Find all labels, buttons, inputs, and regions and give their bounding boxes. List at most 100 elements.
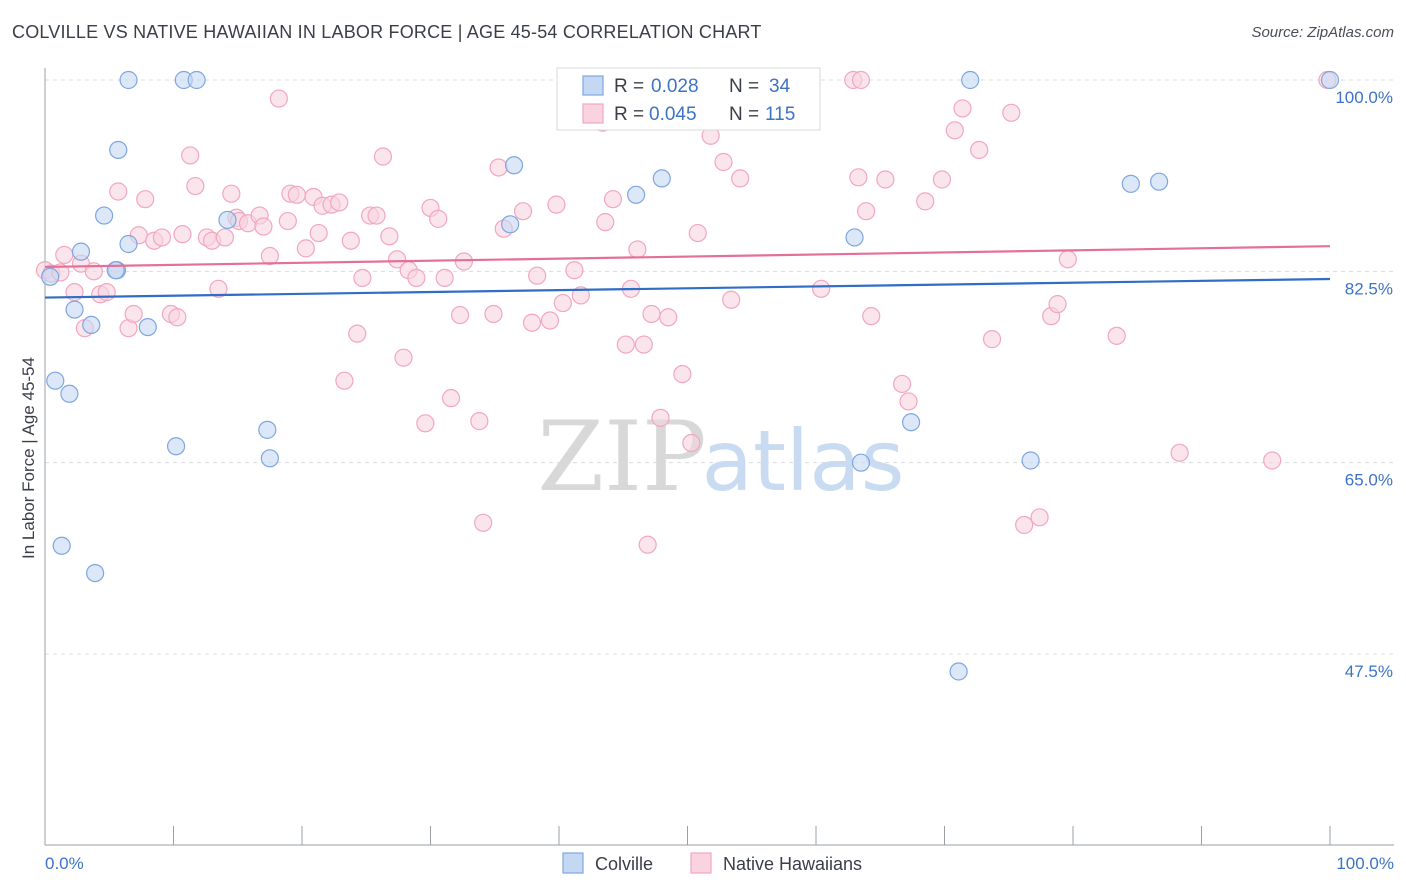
native-hawaiians-point-100 [812,279,831,298]
native-hawaiians-point-3 [55,245,74,265]
native-hawaiians-point-45 [348,324,367,343]
native-hawaiians-point-81 [616,335,635,354]
native-hawaiians-point-67 [513,202,533,221]
colville-point-25 [1121,174,1140,193]
bottom-legend-label-colville: Colville [595,854,653,874]
native-hawaiians-point-88 [659,308,678,327]
legend-n-value-0: 34 [769,76,791,97]
native-hawaiians-point-20 [181,146,200,165]
native-hawaiians-point-89 [673,365,692,384]
native-hawaiians-point-33 [269,89,288,108]
native-hawaiians-point-112 [953,99,972,118]
colville-point-33 [106,261,125,280]
y-tick-label-0: 100.0% [1335,88,1393,107]
colville-point-24 [652,169,671,188]
native-hawaiians-point-79 [596,213,615,232]
native-hawaiians-point-12 [124,304,143,324]
colville-point-22 [504,156,524,175]
legend-r-value-1: 0.045 [649,104,697,125]
native-hawaiians-point-96 [722,290,741,309]
native-hawaiians-point-108 [899,392,918,411]
colville-point-23 [626,185,646,204]
native-hawaiians-point-36 [287,185,306,204]
chart-source: Source: ZipAtlas.com [1251,24,1394,41]
native-hawaiians-point-24 [209,279,228,298]
watermark-zip: ZIP [537,401,706,513]
y-tick-labels: 100.0% 82.5% 65.0% 47.5% [1335,88,1393,681]
colville-point-17 [52,536,71,555]
native-hawaiians-point-117 [1030,508,1049,527]
native-hawaiians-point-68 [522,313,542,332]
bottom-legend-label-native-hawaiians: Native Hawaiians [723,854,862,874]
native-hawaiians-trend-line [44,245,1331,269]
colville-point-6 [119,234,138,254]
series-legend: Colville Native Hawaiians [562,852,862,874]
native-hawaiians-point-90 [682,433,701,453]
colville-point-7 [71,242,91,261]
native-hawaiians-point-50 [380,227,399,246]
native-hawaiians-point-119 [1048,295,1067,314]
native-hawaiians-point-63 [474,513,493,532]
colville-point-20 [1320,70,1340,90]
native-hawaiians-point-122 [1170,443,1189,462]
native-hawaiians-point-42 [330,193,349,212]
native-hawaiians-point-62 [470,412,489,431]
colville-point-1 [119,70,138,90]
native-hawaiians-point-121 [1107,326,1126,345]
native-hawaiians-point-107 [892,374,912,394]
native-hawaiians-point-69 [528,266,547,285]
native-hawaiians-point-52 [394,348,413,367]
colville-point-13 [60,384,79,403]
native-hawaiians-point-86 [642,304,661,324]
colville-point-11 [138,317,157,337]
legend-r-label-0: R = [614,76,644,97]
chart-title: COLVILLE VS NATIVE HAWAIIAN IN LABOR FOR… [12,22,762,42]
colville-point-31 [949,662,968,681]
native-hawaiians-point-57 [429,209,448,228]
bottom-legend-swatch-colville [562,852,584,874]
native-hawaiians-point-64 [484,304,503,324]
legend-n-label-0: N = [729,76,759,97]
colville-point-28 [851,453,871,472]
native-hawaiians-point-65 [489,158,508,177]
native-hawaiians-point-48 [367,206,386,225]
colville-point-30 [1021,451,1040,470]
colville-point-0 [41,267,60,286]
native-hawaiians-point-32 [260,246,279,266]
x-tick-label-100: 100.0% [1336,854,1394,873]
colville-point-3 [187,70,206,90]
native-hawaiians-point-102 [851,70,871,90]
colville-point-32 [218,210,237,230]
colville-point-9 [65,300,84,319]
native-hawaiians-point-114 [982,330,1002,349]
colville-point-21 [501,215,520,234]
native-hawaiians-point-104 [857,202,876,221]
native-hawaiians-point-39 [309,223,328,243]
native-hawaiians-point-58 [435,268,454,287]
native-hawaiians-point-87 [651,408,670,427]
native-hawaiians-point-110 [932,170,952,189]
native-hawaiians-point-72 [553,293,572,313]
legend-swatch-native-hawaiians [582,103,604,124]
native-hawaiians-point-71 [547,195,566,214]
native-hawaiians-point-19 [173,225,192,244]
native-hawaiians-point-44 [341,231,360,250]
native-hawaiians-point-95 [714,152,733,172]
native-hawaiians-point-25 [215,228,234,247]
trend-layer [44,245,1331,299]
native-hawaiians-point-103 [849,168,868,187]
legend-r-value-0: 0.028 [651,76,699,97]
colville-point-26 [1149,172,1169,191]
colville-point-16 [260,449,279,468]
legend-r-label-1: R = [614,104,644,125]
native-hawaiians-point-37 [296,239,315,258]
native-hawaiians-point-109 [916,192,935,211]
native-hawaiians-point-59 [441,389,461,408]
colville-trend-line [44,277,1331,299]
native-hawaiians-point-10 [109,182,128,201]
native-hawaiians-point-55 [416,414,435,433]
colville-point-18 [86,563,105,583]
native-hawaiians-point-21 [186,176,205,196]
colville-point-10 [82,315,101,335]
